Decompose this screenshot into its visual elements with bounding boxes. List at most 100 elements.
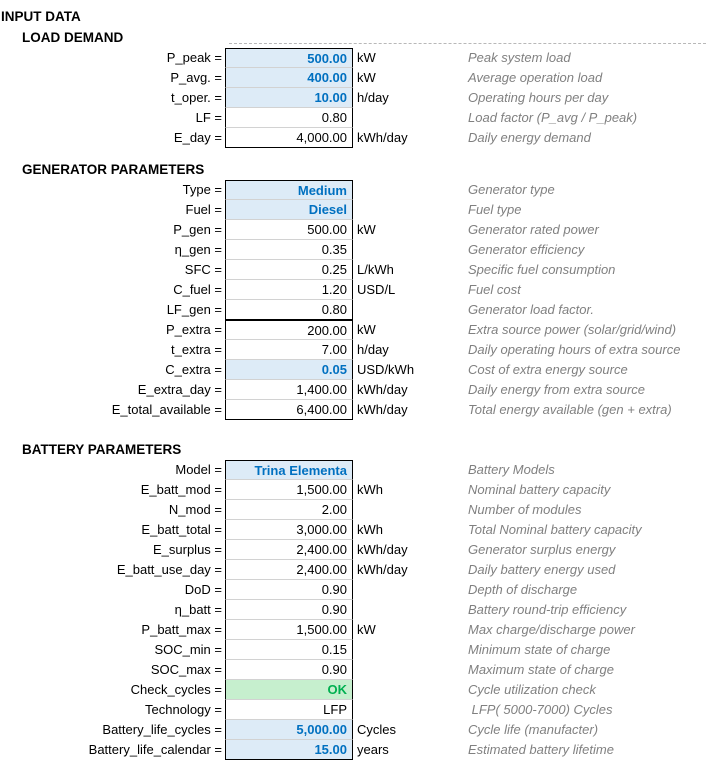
parameter-unit <box>353 180 468 200</box>
parameter-value-cell[interactable]: Trina Elementa <box>225 460 353 480</box>
parameter-value-cell[interactable]: 0.90 <box>225 660 353 680</box>
parameter-value-cell[interactable]: 0.80 <box>225 108 353 128</box>
parameter-value-cell[interactable]: 1,400.00 <box>225 380 353 400</box>
parameter-label: E_surplus = <box>152 542 222 557</box>
parameter-value-cell[interactable]: 2.00 <box>225 500 353 520</box>
parameter-value-cell[interactable]: 0.35 <box>225 240 353 260</box>
parameter-value-cell[interactable]: 3,000.00 <box>225 520 353 540</box>
parameter-label: η_gen = <box>174 242 222 257</box>
parameter-description: LFP( 5000-7000) Cycles <box>468 702 613 717</box>
parameter-description: Battery round-trip efficiency <box>468 602 627 617</box>
parameter-row-batt: η_batt = 0.90 Battery round-trip efficienc… <box>0 600 708 620</box>
parameter-label: C_extra = <box>165 362 222 377</box>
parameter-value-cell[interactable]: 15.00 <box>225 740 353 760</box>
parameter-value-cell[interactable]: Diesel <box>225 200 353 220</box>
section-header-battery-parameters: BATTERY PARAMETERS <box>22 442 182 457</box>
parameter-row-type: Type = Medium Generator type <box>0 180 708 200</box>
parameter-description: Generator load factor. <box>468 302 594 317</box>
parameter-description: Fuel type <box>468 202 522 217</box>
parameter-value-cell[interactable]: 0.90 <box>225 580 353 600</box>
parameter-description: Depth of discharge <box>468 582 578 597</box>
parameter-label: E_extra_day = <box>137 382 222 397</box>
parameter-label: P_batt_max = <box>141 622 222 637</box>
parameter-value-cell[interactable]: 2,400.00 <box>225 560 353 580</box>
parameter-row-e-batt-total: E_batt_total = 3,000.00 kWh Total Nominal b… <box>0 520 708 540</box>
parameter-value-cell[interactable]: 0.15 <box>225 640 353 660</box>
parameter-row-p-batt-max: P_batt_max = 1,500.00 kW Max charge/dischar… <box>0 620 708 640</box>
parameter-value-cell[interactable]: 7.00 <box>225 340 353 360</box>
parameter-value-cell[interactable]: 5,000.00 <box>225 720 353 740</box>
parameter-label: N_mod = <box>168 502 222 517</box>
parameter-row-e-extra-day: E_extra_day = 1,400.00 kWh/day Daily energy… <box>0 380 708 400</box>
parameter-unit: kW <box>357 622 376 637</box>
parameter-description: Daily energy from extra source <box>468 382 646 397</box>
parameter-description: Peak system load <box>468 50 571 65</box>
parameter-unit: USD/L <box>357 282 396 297</box>
parameter-label: E_batt_mod = <box>140 482 222 497</box>
parameter-label: E_batt_total = <box>141 522 222 537</box>
parameter-label: Model = <box>175 462 222 477</box>
parameter-value-cell[interactable]: 400.00 <box>225 68 353 88</box>
parameter-unit: Cycles <box>357 722 397 737</box>
parameter-label: E_day = <box>173 130 222 145</box>
parameter-value-cell[interactable]: 500.00 <box>225 48 353 68</box>
cell-group: P_peak = 500.00 kW Peak system load P_avg. =… <box>0 48 708 148</box>
parameter-description: Load factor (P_avg / P_peak) <box>468 110 638 125</box>
sections-container: LOAD DEMAND P_peak = 500.00 kW Peak system l… <box>0 28 708 760</box>
parameter-row-technology: Technology = LFP LFP( 5000-7000) Cycles <box>0 700 708 720</box>
parameter-unit: kWh <box>357 522 383 537</box>
parameter-description: Total energy available (gen + extra) <box>468 402 672 417</box>
parameter-row-p-avg: P_avg. = 400.00 kW Average operation load <box>0 68 708 88</box>
parameter-row-p-gen: P_gen = 500.00 kW Generator rated power <box>0 220 708 240</box>
parameter-value-cell[interactable]: OK <box>225 680 353 700</box>
parameter-value-cell[interactable]: 6,400.00 <box>225 400 353 420</box>
parameter-row-e-day: E_day = 4,000.00 kWh/day Daily energy deman… <box>0 128 708 148</box>
parameter-description: Extra source power (solar/grid/wind) <box>468 322 677 337</box>
parameter-row-e-total-available: E_total_available = 6,400.00 kWh/day Total … <box>0 400 708 420</box>
parameter-unit: kW <box>357 50 376 65</box>
parameter-description: Maximum state of charge <box>468 662 614 677</box>
parameter-value-cell[interactable]: 0.90 <box>225 600 353 620</box>
parameter-unit: h/day <box>357 90 389 105</box>
parameter-value-cell[interactable]: LFP <box>225 700 353 720</box>
parameter-value-cell[interactable]: 2,400.00 <box>225 540 353 560</box>
parameter-description: Max charge/discharge power <box>468 622 635 637</box>
parameter-unit: kWh/day <box>357 130 408 145</box>
parameter-label: C_fuel = <box>173 282 222 297</box>
parameter-description: Total Nominal battery capacity <box>468 522 642 537</box>
parameter-unit <box>353 460 468 480</box>
parameter-value-cell[interactable]: 200.00 <box>225 320 353 340</box>
parameter-value-cell[interactable]: 1,500.00 <box>225 480 353 500</box>
parameter-description: Generator efficiency <box>468 242 585 257</box>
parameter-value-cell[interactable]: 4,000.00 <box>225 128 353 148</box>
parameter-value-cell[interactable]: 0.05 <box>225 360 353 380</box>
parameter-description: Nominal battery capacity <box>468 482 611 497</box>
cell-group: Type = Medium Generator type Fuel = Diesel Fu… <box>0 180 708 320</box>
parameter-value-cell[interactable]: Medium <box>225 180 353 200</box>
parameter-value-cell[interactable]: 1,500.00 <box>225 620 353 640</box>
parameter-label: Type = <box>182 182 222 197</box>
parameter-description: Specific fuel consumption <box>468 262 616 277</box>
parameter-label: DoD = <box>184 582 222 597</box>
parameter-description: Generator type <box>468 182 555 197</box>
parameter-value-cell[interactable]: 0.80 <box>225 300 353 320</box>
parameter-row-t-extra: t_extra = 7.00 h/day Daily operating hours … <box>0 340 708 360</box>
parameter-row-c-fuel: C_fuel = 1.20 USD/L Fuel cost <box>0 280 708 300</box>
parameter-description: Daily energy demand <box>468 130 591 145</box>
parameter-unit: kW <box>357 222 376 237</box>
parameter-label: P_extra = <box>165 322 222 337</box>
parameter-value-cell[interactable]: 0.25 <box>225 260 353 280</box>
parameter-unit: kWh/day <box>357 562 408 577</box>
parameter-label: Battery_life_cycles = <box>102 722 222 737</box>
parameter-row-lf: LF = 0.80 Load factor (P_avg / P_peak) <box>0 108 708 128</box>
parameter-row-fuel: Fuel = Diesel Fuel type <box>0 200 708 220</box>
parameter-value-cell[interactable]: 500.00 <box>225 220 353 240</box>
parameter-row-dod: DoD = 0.90 Depth of discharge <box>0 580 708 600</box>
parameter-label: P_peak = <box>166 50 222 65</box>
parameter-unit: kWh/day <box>357 542 408 557</box>
parameter-value-cell[interactable]: 10.00 <box>225 88 353 108</box>
parameter-value-cell[interactable]: 1.20 <box>225 280 353 300</box>
parameter-row-battery-life-cycles: Battery_life_cycles = 5,000.00 Cycles Cycle… <box>0 720 708 740</box>
parameter-unit <box>353 108 468 128</box>
parameter-row-e-batt-mod: E_batt_mod = 1,500.00 kWh Nominal battery c… <box>0 480 708 500</box>
